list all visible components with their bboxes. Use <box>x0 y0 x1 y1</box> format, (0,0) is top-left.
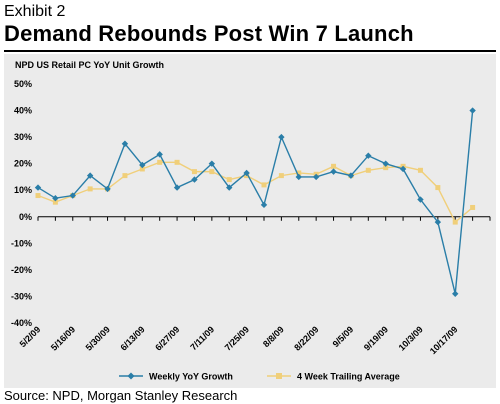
data-point-weekly <box>208 160 216 167</box>
data-point-trailing <box>452 219 458 225</box>
legend-label-weekly: Weekly YoY Growth <box>149 372 233 382</box>
data-point-trailing <box>87 186 93 192</box>
data-point-trailing <box>435 185 441 191</box>
data-point-weekly <box>139 161 146 169</box>
data-point-trailing <box>122 173 128 179</box>
series-line-trailing <box>37 161 474 224</box>
data-point-trailing <box>191 169 197 175</box>
data-point-weekly <box>69 192 76 199</box>
data-point-trailing <box>417 167 423 173</box>
legend-marker-trailing <box>276 373 282 379</box>
x-tick-label: 6/27/09 <box>153 324 181 352</box>
legend: Weekly YoY Growth 4 Week Trailing Average <box>119 372 400 382</box>
exhibit-title: Demand Rebounds Post Win 7 Launch <box>4 21 414 46</box>
data-point-trailing <box>296 170 302 176</box>
x-tick-label: 7/25/09 <box>223 324 251 352</box>
x-tick-label: 10/3/09 <box>397 324 425 352</box>
title-rule <box>4 50 496 52</box>
data-point-weekly <box>347 172 355 179</box>
data-point-weekly <box>226 184 233 191</box>
legend-label-trailing: 4 Week Trailing Average <box>297 372 400 382</box>
chart-title: NPD US Retail PC YoY Unit Growth <box>15 60 164 70</box>
x-tick-label: 10/17/09 <box>428 324 460 356</box>
data-point-weekly <box>434 218 442 226</box>
data-point-weekly <box>330 168 337 175</box>
data-point-weekly <box>243 169 250 177</box>
x-tick-label: 7/11/09 <box>188 324 216 352</box>
series-layer <box>34 107 476 297</box>
data-point-weekly <box>278 133 285 141</box>
x-tick-label: 8/8/09 <box>261 324 286 349</box>
data-point-trailing <box>139 166 145 172</box>
data-point-weekly <box>312 173 320 181</box>
data-point-weekly <box>452 290 459 297</box>
y-tick-label: -10% <box>11 238 32 248</box>
y-tick-label: -40% <box>11 318 32 328</box>
data-point-weekly <box>469 107 476 114</box>
data-point-trailing <box>35 193 41 199</box>
x-tick-label: 6/13/09 <box>118 324 146 352</box>
data-point-trailing <box>209 169 215 175</box>
data-point-trailing <box>52 199 58 205</box>
x-tick-label: 9/19/09 <box>362 324 390 352</box>
y-tick-label: 50% <box>14 79 32 89</box>
data-point-trailing <box>331 163 337 169</box>
data-point-trailing <box>383 165 389 171</box>
data-point-weekly <box>34 184 42 191</box>
data-point-weekly <box>382 160 389 167</box>
y-tick-label: -30% <box>11 291 32 301</box>
y-tick-label: 0% <box>19 212 32 222</box>
data-point-trailing <box>470 204 476 210</box>
data-point-trailing <box>157 159 163 165</box>
x-tick-label: 9/5/09 <box>331 324 356 349</box>
y-tick-label: 40% <box>14 106 32 116</box>
chart-svg: NPD US Retail PC YoY Unit Growth -40% -30… <box>11 60 491 382</box>
x-tick-label: 8/22/09 <box>292 324 320 352</box>
data-point-weekly <box>365 152 372 159</box>
x-tick-label: 5/2/09 <box>18 324 43 349</box>
data-point-weekly <box>104 185 111 193</box>
y-tick-label: 30% <box>14 132 32 142</box>
y-tick-label: 10% <box>14 185 32 195</box>
source-note: Source: NPD, Morgan Stanley Research <box>4 388 238 403</box>
data-point-weekly <box>52 194 59 202</box>
data-point-trailing <box>365 167 371 173</box>
data-point-trailing <box>278 173 284 179</box>
y-tick-label: 20% <box>14 159 32 169</box>
data-point-weekly <box>191 176 198 183</box>
x-tick-label: 5/16/09 <box>49 324 77 352</box>
legend-marker-weekly <box>127 372 135 380</box>
data-point-trailing <box>174 159 180 165</box>
chart-panel: NPD US Retail PC YoY Unit Growth -40% -30… <box>4 54 496 388</box>
y-tick-label: -20% <box>11 265 32 275</box>
y-axis: -40% -30% -20% -10% 0% 10% 20% 30% 40% 50% <box>11 79 490 328</box>
exhibit-label: Exhibit 2 <box>4 3 66 20</box>
data-point-weekly <box>156 151 163 158</box>
data-point-weekly <box>399 165 407 173</box>
data-point-weekly <box>295 173 302 181</box>
data-point-weekly <box>417 196 424 203</box>
x-axis: 5/2/09 5/16/09 5/30/09 6/13/09 6/27/09 7/11/0… <box>18 216 491 356</box>
data-point-weekly <box>260 201 268 209</box>
x-tick-label: 5/30/09 <box>84 324 112 352</box>
data-point-weekly <box>86 172 94 179</box>
data-point-weekly <box>173 184 181 191</box>
series-line-weekly <box>37 110 474 294</box>
data-point-trailing <box>226 177 232 183</box>
data-point-trailing <box>261 182 267 188</box>
